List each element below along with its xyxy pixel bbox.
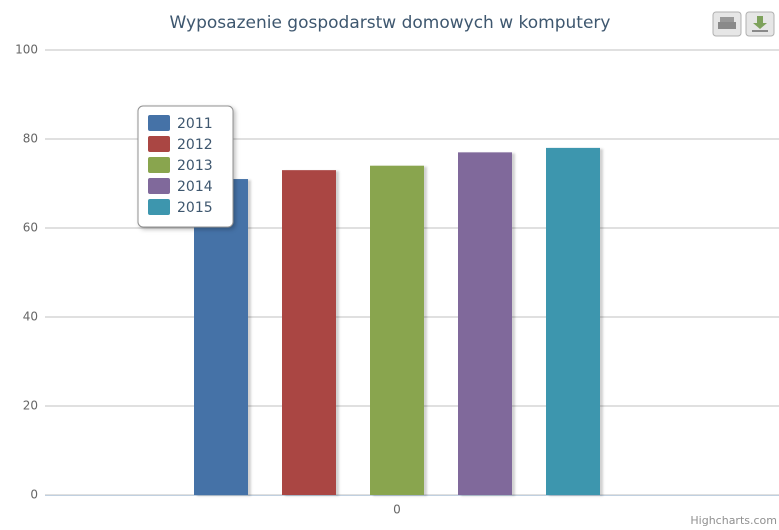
y-tick-label: 60	[23, 221, 38, 235]
legend-label: 2012	[177, 137, 213, 153]
legend-label: 2013	[177, 158, 213, 174]
bar[interactable]	[194, 179, 248, 496]
y-tick-label: 100	[15, 43, 38, 57]
legend-label: 2011	[177, 116, 213, 132]
print-button[interactable]	[712, 11, 742, 37]
legend-symbol	[148, 136, 170, 152]
credits[interactable]: Highcharts.com	[690, 514, 777, 527]
bar[interactable]	[546, 147, 600, 495]
x-tick-label: 0	[393, 503, 401, 517]
y-tick-label: 0	[30, 488, 38, 502]
legend-item[interactable]: 2015	[148, 199, 213, 216]
export-buttons	[712, 11, 775, 37]
legend-item[interactable]: 2012	[148, 136, 213, 153]
legend-item[interactable]: 2014	[148, 178, 213, 195]
export-button[interactable]	[745, 11, 775, 37]
legend-label: 2014	[177, 179, 213, 195]
legend-item[interactable]: 2013	[148, 157, 213, 174]
bar[interactable]	[282, 170, 336, 495]
y-tick-label: 20	[23, 399, 38, 413]
chart-title: Wyposazenie gospodarstw domowych w kompu…	[170, 13, 611, 33]
bar[interactable]	[458, 152, 512, 495]
legend-symbol	[148, 178, 170, 194]
legend-label: 2015	[177, 200, 213, 216]
legend-item[interactable]: 2011	[148, 115, 213, 132]
legend-symbol	[148, 157, 170, 173]
legend-symbol	[148, 199, 170, 215]
legend: 2011 2012 2013 2014 2015	[137, 105, 234, 228]
y-tick-label: 40	[23, 310, 38, 324]
bar[interactable]	[370, 165, 424, 495]
legend-symbol	[148, 115, 170, 131]
y-tick-label: 80	[23, 132, 38, 146]
